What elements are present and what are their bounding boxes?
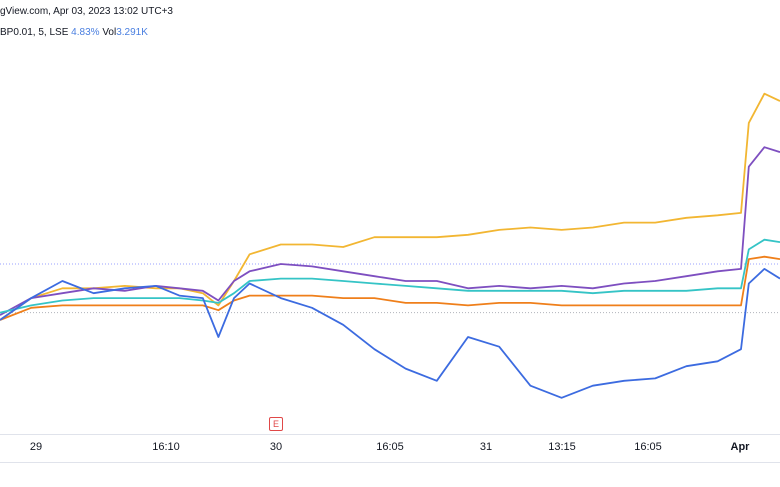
x-tick-label: 31 [479, 441, 493, 453]
volume-value: 3.291K [116, 27, 148, 38]
x-tick-label: 16:05 [634, 441, 662, 453]
x-tick-label: 13:15 [548, 441, 576, 453]
change-percent: 4.83% [71, 27, 100, 38]
earnings-marker[interactable]: E [269, 417, 283, 431]
series-line-yellow[interactable] [0, 92, 780, 321]
series-line-blue[interactable] [0, 267, 780, 399]
chart-source-line: gView.com, Apr 03, 2023 13:02 UTC+3 [0, 6, 173, 17]
time-axis [0, 434, 780, 463]
series-line-orange[interactable] [0, 255, 780, 321]
x-tick-label: 30 [269, 441, 283, 453]
price-chart[interactable] [0, 0, 780, 434]
source-text: gView.com, Apr 03, 2023 13:02 UTC+3 [0, 6, 173, 17]
volume-label: Vol [102, 27, 117, 38]
x-tick-label: 16:05 [376, 441, 404, 453]
x-tick-label: Apr [730, 441, 750, 453]
series-line-cyan[interactable] [0, 238, 780, 314]
symbol-info: BP0.01, 5, LSE [0, 27, 69, 38]
symbol-info-line: BP0.01, 5, LSE 4.83% Vol3.291K [0, 27, 148, 38]
x-tick-label: 29 [29, 441, 43, 453]
x-tick-label: 16:10 [152, 441, 180, 453]
